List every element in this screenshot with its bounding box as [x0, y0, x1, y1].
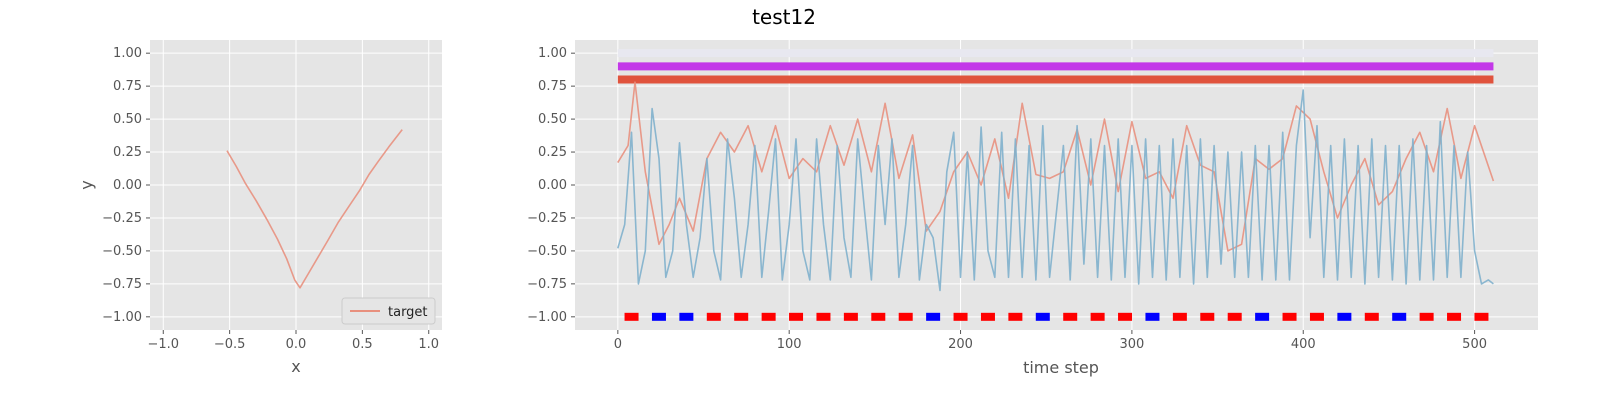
x-tick-label: 500 [1462, 337, 1487, 352]
event-marker [679, 312, 694, 321]
event-marker [1008, 312, 1023, 321]
x-tick-label: 0 [614, 337, 622, 352]
left-grid [150, 40, 442, 330]
event-marker [1337, 312, 1352, 321]
event-marker [1090, 312, 1105, 321]
legend-box [341, 297, 436, 325]
x-tick-label: 100 [777, 337, 802, 352]
left-y-axis-label: y [77, 180, 96, 189]
y-tick-label: 1.00 [113, 46, 142, 61]
y-tick-label: −0.50 [102, 244, 142, 259]
x-tick-label: 200 [948, 337, 973, 352]
right-y-ticks: 1.00 0.75 0.50 0.25 0.00 −0.25 −0.50 −0.75 −1.00 [527, 46, 575, 325]
y-tick-label: −0.75 [527, 277, 567, 292]
y-tick-label: −0.75 [102, 277, 142, 292]
event-marker [734, 312, 749, 321]
y-tick-label: −0.25 [527, 211, 567, 226]
left-x-axis-label: x [291, 357, 300, 376]
y-tick-label: −1.00 [527, 310, 567, 325]
x-tick-label: 0.5 [352, 337, 373, 352]
event-marker [898, 312, 913, 321]
event-marker [1118, 312, 1133, 321]
x-tick-label: −1.0 [147, 337, 179, 352]
event-marker [980, 312, 995, 321]
event-marker [816, 312, 831, 321]
right-chart: 0 100 200 300 400 500 1.00 0.75 0.50 0.25 0.00 −0.… [527, 40, 1538, 377]
event-marker [1447, 312, 1462, 321]
event-marker [761, 312, 776, 321]
y-tick-label: 0.50 [538, 112, 567, 127]
right-x-axis-label: time step [1023, 358, 1099, 377]
event-marker [1364, 312, 1379, 321]
event-marker [1309, 312, 1324, 321]
y-tick-label: 0.25 [113, 145, 142, 160]
y-tick-label: −1.00 [102, 310, 142, 325]
event-marker [1172, 312, 1187, 321]
left-series-group [226, 129, 403, 289]
y-tick-label: 1.00 [538, 46, 567, 61]
x-tick-label: 0.0 [286, 337, 307, 352]
y-tick-label: 0.25 [538, 145, 567, 160]
y-tick-label: 0.00 [113, 178, 142, 193]
series-line [617, 89, 1494, 292]
series-line [226, 129, 403, 289]
event-marker [871, 312, 886, 321]
x-tick-label: 400 [1291, 337, 1316, 352]
right-x-ticks: 0 100 200 300 400 500 [614, 330, 1487, 352]
y-tick-label: −0.25 [102, 211, 142, 226]
right-series-group [617, 81, 1495, 292]
event-marker [706, 312, 721, 321]
event-marker [926, 312, 941, 321]
x-tick-label: 1.0 [418, 337, 439, 352]
event-marker [651, 312, 666, 321]
left-chart: −1.0 −0.5 0.0 0.5 1.0 1.00 0.75 0.50 0.25 0.00 −0… [77, 40, 442, 376]
right-markers [624, 312, 1489, 321]
event-marker [1255, 312, 1270, 321]
event-marker [1145, 312, 1160, 321]
event-marker [953, 312, 968, 321]
legend-label-target: target [388, 305, 428, 320]
y-tick-label: 0.75 [538, 79, 567, 94]
x-tick-label: −0.5 [214, 337, 246, 352]
event-marker [1063, 312, 1078, 321]
event-marker [1474, 312, 1489, 321]
series-line [617, 81, 1495, 252]
event-marker [1200, 312, 1215, 321]
event-marker [1392, 312, 1407, 321]
event-marker [843, 312, 858, 321]
right-bands [617, 49, 1494, 84]
event-marker [789, 312, 804, 321]
y-tick-label: −0.50 [527, 244, 567, 259]
event-marker [1035, 312, 1050, 321]
event-marker [624, 312, 639, 321]
y-tick-label: 0.00 [538, 178, 567, 193]
legend: target [341, 297, 436, 325]
y-tick-label: 0.50 [113, 112, 142, 127]
event-marker [1419, 312, 1434, 321]
event-marker [1227, 312, 1242, 321]
x-tick-label: 300 [1119, 337, 1144, 352]
y-tick-label: 0.75 [113, 79, 142, 94]
figure-title: test12 [752, 5, 816, 29]
left-y-ticks: 1.00 0.75 0.50 0.25 0.00 −0.25 −0.50 −0.75 −1.00 [102, 46, 150, 325]
left-x-ticks: −1.0 −0.5 0.0 0.5 1.0 [147, 330, 439, 352]
event-marker [1282, 312, 1297, 321]
